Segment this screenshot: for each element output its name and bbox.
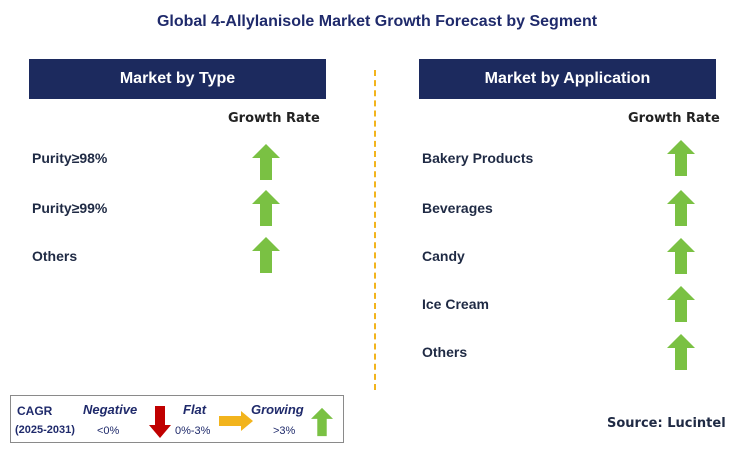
up-arrow-icon: [667, 286, 695, 322]
type-item-purity-99: Purity≥99%: [32, 200, 108, 216]
up-arrow-icon: [667, 190, 695, 226]
up-arrow-icon: [252, 237, 280, 273]
application-panel-header: Market by Application: [419, 59, 716, 99]
type-item-purity-98: Purity≥98%: [32, 150, 108, 166]
source-note: Source: Lucintel: [607, 416, 726, 431]
legend-growing-label: Growing: [251, 402, 304, 417]
type-item-others: Others: [32, 248, 78, 264]
application-item-ice-cream: Ice Cream: [422, 296, 489, 312]
application-item-others: Others: [422, 344, 468, 360]
cagr-legend: CAGR (2025-2031) Negative <0% Flat 0%-3%…: [10, 395, 344, 443]
legend-negative-label: Negative: [83, 402, 138, 417]
type-panel-header: Market by Type: [29, 59, 326, 99]
down-arrow-icon: [149, 406, 171, 438]
legend-cagr-label: CAGR: [17, 404, 53, 418]
up-arrow-icon: [667, 334, 695, 370]
legend-negative-range: <0%: [97, 425, 120, 437]
up-arrow-icon: [667, 238, 695, 274]
legend-flat-label: Flat: [183, 402, 207, 417]
up-arrow-icon: [252, 144, 280, 180]
legend-period: (2025-2031): [15, 424, 75, 436]
application-item-beverages: Beverages: [422, 200, 493, 216]
application-item-candy: Candy: [422, 248, 465, 264]
application-item-bakery-products: Bakery Products: [422, 150, 534, 166]
legend-flat-range: 0%-3%: [175, 425, 211, 437]
legend-growing-range: >3%: [273, 425, 296, 437]
up-arrow-icon: [252, 190, 280, 226]
right-arrow-icon: [219, 411, 253, 431]
panel-divider: [374, 70, 376, 390]
up-arrow-icon: [667, 140, 695, 176]
page-title: Global 4-Allylanisole Market Growth Fore…: [156, 13, 598, 30]
type-growth-rate-label: Growth Rate: [228, 111, 320, 126]
up-arrow-icon: [311, 407, 333, 437]
application-growth-rate-label: Growth Rate: [628, 111, 720, 126]
